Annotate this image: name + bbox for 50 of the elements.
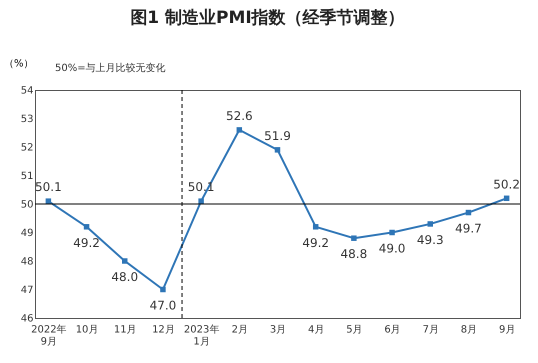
point — [84, 224, 90, 230]
x-tick-label: 12月 — [152, 324, 175, 336]
data-label: 50.1 — [35, 180, 62, 194]
data-label: 49.0 — [378, 242, 406, 256]
y-tick-label: 52 — [20, 142, 34, 154]
point — [122, 258, 128, 264]
point — [504, 196, 510, 202]
data-label: 48.0 — [111, 270, 138, 284]
x-tick-label: 5月 — [346, 324, 363, 336]
x-tick-label: 11月 — [114, 324, 137, 336]
data-label: 49.3 — [416, 232, 444, 247]
x-tick-label: 9月 — [498, 324, 516, 336]
x-tick-label: 2023年 1月 — [184, 324, 220, 348]
point — [466, 210, 472, 216]
y-axis-title: （%） — [4, 58, 34, 70]
data-label: 49.7 — [455, 222, 482, 236]
point — [274, 147, 280, 153]
data-label: 47.0 — [150, 298, 176, 312]
text: 50%=与上月比较无变化 — [55, 62, 166, 74]
point — [389, 230, 395, 236]
data-label: 51.9 — [264, 128, 291, 143]
y-tick-label: 51 — [20, 171, 34, 182]
x-tick-label: 3月 — [270, 324, 286, 336]
y-tick-label: 54 — [20, 86, 34, 96]
point — [428, 221, 433, 227]
point — [46, 198, 52, 204]
x-tick-label: 2022年 9月 — [31, 324, 67, 348]
y-tick-label: 49 — [20, 228, 34, 239]
point — [351, 235, 357, 241]
data-label: 50.2 — [493, 177, 520, 192]
data-label: 52.6 — [226, 108, 253, 123]
y-tick-label: 50 — [20, 200, 34, 210]
y-tick-label: 48 — [20, 256, 34, 268]
data-label: 49.2 — [302, 236, 330, 250]
x-tick-label: 8月 — [460, 324, 478, 336]
point — [312, 224, 318, 230]
y-tick-label: 53 — [20, 114, 34, 125]
x-tick-label: 6月 — [384, 324, 401, 336]
x-tick-label: 7月 — [422, 324, 439, 336]
data-label: 49.2 — [73, 236, 100, 250]
x-tick-label: 10月 — [76, 324, 98, 336]
point — [236, 127, 242, 133]
point — [160, 286, 166, 292]
point — [198, 198, 204, 204]
data-label: 48.8 — [340, 247, 368, 262]
x-tick-label: 4月 — [308, 324, 324, 336]
x-tick-label: 2月 — [232, 324, 248, 336]
chart-title: 图1 制造业PMI指数（经季节调整） — [130, 8, 405, 28]
y-tick-label: 46 — [20, 314, 34, 324]
y-tick-label: 47 — [20, 285, 34, 296]
